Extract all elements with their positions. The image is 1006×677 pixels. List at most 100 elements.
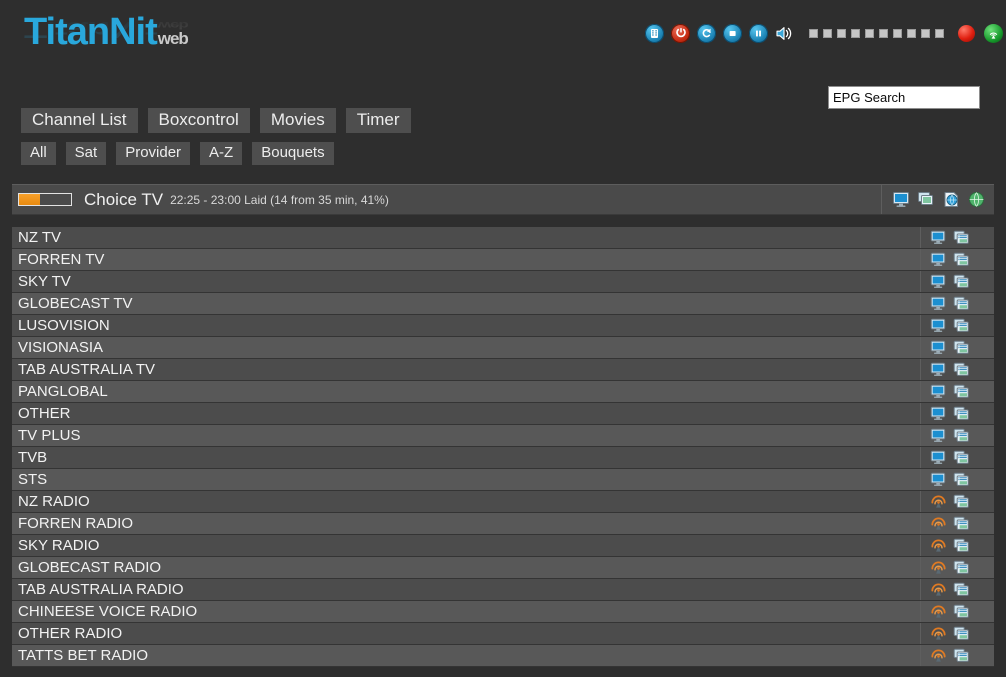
channel-row[interactable]: LUSOVISION <box>12 315 994 337</box>
channel-name[interactable]: TVB <box>12 447 921 468</box>
channel-row[interactable]: CHINEESE VOICE RADIO <box>12 601 994 623</box>
channel-row[interactable]: SKY TV <box>12 271 994 293</box>
bouquet-list-icon[interactable] <box>953 428 970 443</box>
volume-block[interactable] <box>823 28 832 38</box>
play-icon[interactable] <box>930 252 947 267</box>
volume-block[interactable] <box>935 28 944 38</box>
tab-channel-list[interactable]: Channel List <box>21 108 138 133</box>
bouquet-list-icon[interactable] <box>953 472 970 487</box>
bouquet-list-icon[interactable] <box>953 648 970 663</box>
volume-block[interactable] <box>809 28 818 38</box>
channel-name[interactable]: OTHER RADIO <box>12 623 921 644</box>
channel-row[interactable]: GLOBECAST TV <box>12 293 994 315</box>
channel-row[interactable]: OTHER <box>12 403 994 425</box>
channel-row[interactable]: TVB <box>12 447 994 469</box>
bouquet-list-icon[interactable] <box>953 252 970 267</box>
filter-a-z[interactable]: A-Z <box>200 142 243 165</box>
keypad-icon[interactable] <box>645 23 664 43</box>
play-icon[interactable] <box>930 582 947 597</box>
bouquet-list-icon[interactable] <box>953 604 970 619</box>
channel-name[interactable]: TAB AUSTRALIA RADIO <box>12 579 921 600</box>
play-icon[interactable] <box>930 648 947 663</box>
play-icon[interactable] <box>930 538 947 553</box>
play-icon[interactable] <box>930 604 947 619</box>
now-playing-info[interactable]: Choice TV 22:25 - 23:00 Laid (14 from 35… <box>12 185 882 214</box>
bouquet-list-icon[interactable] <box>953 318 970 333</box>
bouquet-list-icon[interactable] <box>953 538 970 553</box>
play-icon[interactable] <box>930 428 947 443</box>
play-icon[interactable] <box>930 450 947 465</box>
channel-row[interactable]: PANGLOBAL <box>12 381 994 403</box>
bouquet-list-icon[interactable] <box>953 406 970 421</box>
filter-all[interactable]: All <box>21 142 56 165</box>
channel-name[interactable]: TAB AUSTRALIA TV <box>12 359 921 380</box>
channel-name[interactable]: SKY RADIO <box>12 535 921 556</box>
bouquet-list-icon[interactable] <box>953 274 970 289</box>
volume-block[interactable] <box>865 28 874 38</box>
bouquet-list-icon[interactable] <box>953 340 970 355</box>
volume-block[interactable] <box>921 28 930 38</box>
bouquet-list-icon[interactable] <box>953 626 970 641</box>
channel-name[interactable]: NZ TV <box>12 227 921 248</box>
signal-antenna-icon[interactable] <box>984 23 1003 43</box>
screen-icon[interactable] <box>892 191 911 208</box>
stop-icon[interactable] <box>723 23 742 43</box>
tab-timer[interactable]: Timer <box>345 108 411 133</box>
play-icon[interactable] <box>930 406 947 421</box>
bouquet-list-icon[interactable] <box>953 494 970 509</box>
filter-provider[interactable]: Provider <box>116 142 191 165</box>
channel-row[interactable]: FORREN TV <box>12 249 994 271</box>
tab-boxcontrol[interactable]: Boxcontrol <box>147 108 250 133</box>
channel-name[interactable]: GLOBECAST TV <box>12 293 921 314</box>
channel-row[interactable]: VISIONASIA <box>12 337 994 359</box>
channel-name[interactable]: TATTS BET RADIO <box>12 645 921 666</box>
pause-icon[interactable] <box>749 23 768 43</box>
tab-movies[interactable]: Movies <box>259 108 336 133</box>
volume-block[interactable] <box>851 28 860 38</box>
channel-row[interactable]: NZ TV <box>12 227 994 249</box>
volume-block[interactable] <box>879 28 888 38</box>
globe-icon[interactable] <box>967 191 986 208</box>
bouquet-list-icon[interactable] <box>953 450 970 465</box>
bouquet-list-icon[interactable] <box>953 362 970 377</box>
play-icon[interactable] <box>930 230 947 245</box>
bouquet-list-icon[interactable] <box>953 560 970 575</box>
volume-block[interactable] <box>907 28 916 38</box>
channel-row[interactable]: OTHER RADIO <box>12 623 994 645</box>
channel-name[interactable]: STS <box>12 469 921 490</box>
play-icon[interactable] <box>930 362 947 377</box>
channel-name[interactable]: VISIONASIA <box>12 337 921 358</box>
play-icon[interactable] <box>930 516 947 531</box>
channel-row[interactable]: FORREN RADIO <box>12 513 994 535</box>
channel-row[interactable]: TAB AUSTRALIA RADIO <box>12 579 994 601</box>
channel-name[interactable]: CHINEESE VOICE RADIO <box>12 601 921 622</box>
channel-row[interactable]: TV PLUS <box>12 425 994 447</box>
bouquet-list-icon[interactable] <box>953 516 970 531</box>
channel-name[interactable]: SKY TV <box>12 271 921 292</box>
channel-name[interactable]: FORREN TV <box>12 249 921 270</box>
channel-row[interactable]: NZ RADIO <box>12 491 994 513</box>
bouquet-list-icon[interactable] <box>953 296 970 311</box>
channel-row[interactable]: STS <box>12 469 994 491</box>
play-icon[interactable] <box>930 296 947 311</box>
channel-row[interactable]: GLOBECAST RADIO <box>12 557 994 579</box>
refresh-icon[interactable] <box>697 23 716 43</box>
play-icon[interactable] <box>930 384 947 399</box>
play-icon[interactable] <box>930 560 947 575</box>
channel-name[interactable]: OTHER <box>12 403 921 424</box>
channel-name[interactable]: GLOBECAST RADIO <box>12 557 921 578</box>
bouquet-list-icon[interactable] <box>953 384 970 399</box>
bouquet-list-icon[interactable] <box>953 230 970 245</box>
filter-sat[interactable]: Sat <box>65 142 107 165</box>
record-icon[interactable] <box>958 24 975 42</box>
bouquet-list-icon[interactable] <box>953 582 970 597</box>
channel-row[interactable]: TAB AUSTRALIA TV <box>12 359 994 381</box>
power-icon[interactable] <box>671 23 690 43</box>
volume-level-indicator[interactable] <box>809 28 949 38</box>
channel-name[interactable]: NZ RADIO <box>12 491 921 512</box>
play-icon[interactable] <box>930 494 947 509</box>
channel-name[interactable]: LUSOVISION <box>12 315 921 336</box>
play-icon[interactable] <box>930 472 947 487</box>
channel-name[interactable]: PANGLOBAL <box>12 381 921 402</box>
volume-block[interactable] <box>893 28 902 38</box>
